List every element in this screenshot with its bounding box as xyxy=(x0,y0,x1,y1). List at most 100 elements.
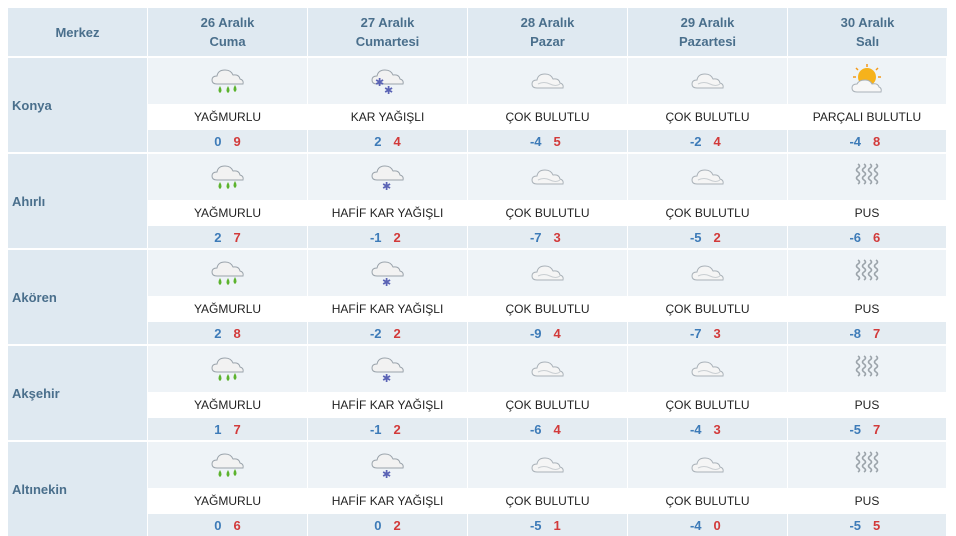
day-weekday: Cuma xyxy=(209,34,246,49)
forecast-body: Konya ✱ ✱ YAĞMURLU KAR YAĞIŞLI ÇOK BULUTLU ÇOK… xyxy=(8,56,947,536)
weather-description: ÇOK BULUTLU xyxy=(628,200,788,226)
fog-icon xyxy=(847,258,887,292)
weather-description: PUS xyxy=(788,392,947,418)
max-temperature: 2 xyxy=(393,421,401,437)
max-temperature: 5 xyxy=(873,517,881,533)
weather-description: ÇOK BULUTLU xyxy=(468,200,628,226)
weather-description: HAFİF KAR YAĞIŞLI xyxy=(308,488,468,514)
light-snow-cloud-icon: ✱ xyxy=(368,164,408,196)
weather-icon-cell: ✱ xyxy=(308,344,468,392)
header-row: Merkez 26 Aralık Cuma 27 Aralık Cumartesi … xyxy=(8,8,947,56)
max-temperature: 3 xyxy=(713,325,721,341)
city-icon-row: Ahırlı ✱ xyxy=(8,152,947,248)
temperature-cell: -6 4 xyxy=(468,418,628,440)
max-temperature: 2 xyxy=(393,517,401,533)
forecast-container: Merkez 26 Aralık Cuma 27 Aralık Cumartesi … xyxy=(8,8,947,536)
light-snow-cloud-icon: ✱ xyxy=(368,452,408,484)
cloudy-icon xyxy=(528,360,568,388)
day-header: 30 Aralık Salı xyxy=(788,8,947,56)
partly-cloudy-icon xyxy=(847,63,887,100)
max-temperature: 6 xyxy=(233,517,241,533)
max-temperature: 7 xyxy=(873,325,881,341)
temperature-cell: -6 6 xyxy=(788,226,947,248)
city-name[interactable]: Ahırlı xyxy=(8,152,148,248)
cloudy-icon xyxy=(528,168,568,196)
merkez-header: Merkez xyxy=(8,8,148,56)
day-weekday: Pazar xyxy=(530,34,565,49)
fog-icon xyxy=(847,354,887,388)
city-desc-row: YAĞMURLU HAFİF KAR YAĞIŞLI ÇOK BULUTLU ÇOK … xyxy=(8,392,947,418)
weather-icon-cell xyxy=(628,440,788,488)
day-header: 29 Aralık Pazartesi xyxy=(628,8,788,56)
weather-description: PUS xyxy=(788,296,947,322)
max-temperature: 6 xyxy=(873,229,881,245)
day-weekday: Salı xyxy=(855,34,880,49)
temperature-cell: -1 2 xyxy=(308,226,468,248)
weather-icon-cell xyxy=(148,152,308,200)
weather-icon-cell xyxy=(468,440,628,488)
weather-description: YAĞMURLU xyxy=(148,104,308,130)
day-weekday: Pazartesi xyxy=(678,34,737,49)
svg-text:✱: ✱ xyxy=(382,180,391,192)
cloudy-icon xyxy=(688,168,728,196)
city-temp-row: 0 6 0 2 -5 1 -4 0 -5 5 xyxy=(8,514,947,536)
max-temperature: 4 xyxy=(393,133,401,149)
weather-description: ÇOK BULUTLU xyxy=(468,104,628,130)
weather-description: KAR YAĞIŞLI xyxy=(308,104,468,130)
rain-cloud-icon xyxy=(208,452,248,484)
svg-text:✱: ✱ xyxy=(382,276,391,288)
max-temperature: 7 xyxy=(233,421,241,437)
city-temp-row: 1 7 -1 2 -6 4 -4 3 -5 7 xyxy=(8,418,947,440)
temperature-cell: -5 7 xyxy=(788,418,947,440)
light-snow-cloud-icon: ✱ xyxy=(368,260,408,292)
min-temperature: -4 xyxy=(689,517,702,533)
cloudy-icon xyxy=(528,264,568,292)
weather-description: PUS xyxy=(788,200,947,226)
city-name[interactable]: Altınekin xyxy=(8,440,148,536)
weather-icon-cell: ✱ ✱ xyxy=(308,56,468,104)
svg-text:✱: ✱ xyxy=(375,76,384,89)
max-temperature: 8 xyxy=(233,325,241,341)
temperature-cell: -4 8 xyxy=(788,130,947,152)
weather-icon-cell xyxy=(628,152,788,200)
max-temperature: 4 xyxy=(713,133,721,149)
rain-cloud-icon xyxy=(208,164,248,196)
max-temperature: 3 xyxy=(553,229,561,245)
weather-description: ÇOK BULUTLU xyxy=(628,488,788,514)
city-name[interactable]: Konya xyxy=(8,56,148,152)
city-icon-row: Altınekin ✱ xyxy=(8,440,947,536)
temperature-cell: -4 0 xyxy=(628,514,788,536)
day-header: 27 Aralık Cumartesi xyxy=(308,8,468,56)
weather-description: PARÇALI BULUTLU xyxy=(788,104,947,130)
city-name[interactable]: Akşehir xyxy=(8,344,148,440)
weather-description: HAFİF KAR YAĞIŞLI xyxy=(308,200,468,226)
temperature-cell: -7 3 xyxy=(468,226,628,248)
min-temperature: 1 xyxy=(214,421,222,437)
min-temperature: 2 xyxy=(374,133,382,149)
max-temperature: 7 xyxy=(873,421,881,437)
weather-description: ÇOK BULUTLU xyxy=(628,392,788,418)
weather-description: YAĞMURLU xyxy=(148,200,308,226)
weather-description: ÇOK BULUTLU xyxy=(468,392,628,418)
min-temperature: -4 xyxy=(689,421,702,437)
svg-text:✱: ✱ xyxy=(382,372,391,384)
weather-description: HAFİF KAR YAĞIŞLI xyxy=(308,392,468,418)
temperature-cell: -4 5 xyxy=(468,130,628,152)
city-name[interactable]: Akören xyxy=(8,248,148,344)
temperature-cell: -1 2 xyxy=(308,418,468,440)
city-icon-row: Konya ✱ ✱ xyxy=(8,56,947,152)
forecast-table: Merkez 26 Aralık Cuma 27 Aralık Cumartesi … xyxy=(8,8,947,536)
cloudy-icon xyxy=(528,456,568,484)
city-icon-row: Akören ✱ xyxy=(8,248,947,344)
min-temperature: 2 xyxy=(214,325,222,341)
max-temperature: 2 xyxy=(713,229,721,245)
weather-icon-cell xyxy=(468,152,628,200)
max-temperature: 7 xyxy=(233,229,241,245)
weather-description: YAĞMURLU xyxy=(148,296,308,322)
min-temperature: -7 xyxy=(689,325,702,341)
temperature-cell: -5 2 xyxy=(628,226,788,248)
weather-description: YAĞMURLU xyxy=(148,392,308,418)
min-temperature: 2 xyxy=(214,229,222,245)
